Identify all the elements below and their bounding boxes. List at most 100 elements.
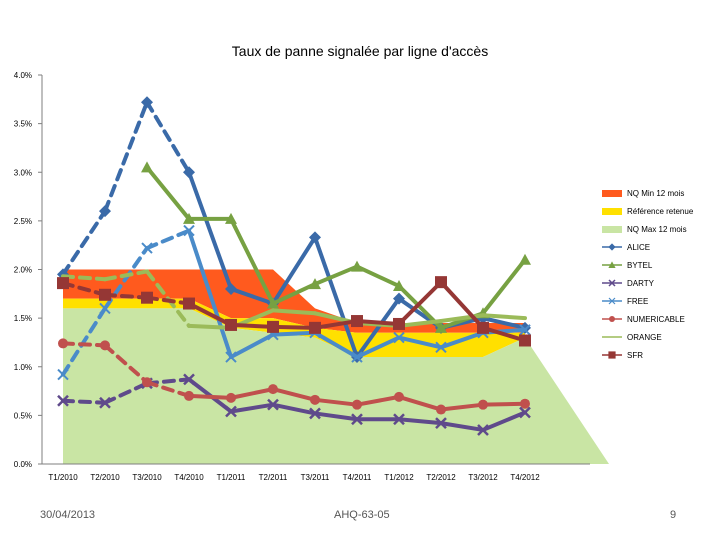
series-bytel-point	[435, 321, 447, 333]
series-alice-point	[309, 231, 321, 244]
series-free-segment	[103, 246, 149, 311]
series-alice-segment	[313, 235, 359, 360]
series-sfr-point	[351, 315, 363, 328]
series-bytel-segment	[355, 264, 401, 289]
legend-marker-free	[608, 297, 616, 305]
x-tick-label: T1/2010	[48, 473, 78, 482]
legend-marker-sfr	[608, 351, 616, 359]
series-numericable-segment	[61, 341, 107, 348]
series-sfr-point	[393, 317, 405, 330]
x-tick-label: T2/2010	[90, 473, 120, 482]
legend-label-reference-retenue: Référence retenue	[627, 207, 694, 216]
series-free-point	[519, 324, 531, 336]
series-alice-segment	[229, 286, 275, 306]
y-tick-label: 2.5%	[14, 217, 32, 226]
series-bytel-point	[351, 260, 363, 272]
series-darty-point	[309, 407, 321, 420]
footer-date: 30/04/2013	[40, 509, 96, 521]
legend-label-bytel: BYTEL	[627, 261, 653, 270]
series-free	[57, 224, 531, 381]
legend-label-free: FREE	[627, 297, 648, 306]
series-bytel-point	[267, 297, 279, 309]
series-free-segment	[397, 335, 443, 350]
page-number: 9	[670, 509, 677, 521]
series-free-segment	[313, 330, 359, 360]
legend-marker-alice	[608, 243, 616, 251]
series-darty-segment	[313, 411, 359, 422]
series-orange-segment	[187, 323, 233, 330]
series-bytel-segment	[313, 264, 359, 287]
legend-marker-numericable	[609, 316, 615, 322]
series-numericable-point	[100, 340, 110, 351]
series-sfr-segment	[397, 280, 443, 326]
series-sfr-point	[141, 291, 153, 304]
series-lines	[57, 96, 531, 436]
series-darty-point	[57, 394, 69, 407]
series-free-point	[393, 331, 405, 344]
series-numericable-segment	[397, 394, 443, 412]
series-numericable-segment	[271, 387, 317, 402]
series-orange-segment	[103, 269, 149, 282]
footer-reference: AHQ-63-05	[334, 509, 390, 521]
series-darty-point	[435, 417, 447, 430]
series-alice-point	[225, 282, 237, 295]
series-free-segment	[355, 335, 401, 360]
series-sfr-point	[225, 318, 237, 331]
series-darty-segment	[103, 381, 149, 405]
series-alice-segment	[481, 316, 527, 330]
series-alice-point	[183, 166, 195, 179]
series-orange-segment	[439, 313, 485, 324]
series-sfr-segment	[61, 281, 107, 297]
series-alice-point	[141, 96, 153, 109]
series-bytel-segment	[229, 216, 275, 306]
series-alice-segment	[271, 235, 317, 306]
series-sfr-segment	[187, 301, 233, 327]
series-darty-segment	[397, 417, 443, 426]
legend-label-alice: ALICE	[627, 243, 650, 252]
x-tick-label: T1/2011	[217, 473, 246, 482]
series-numericable-point	[394, 391, 404, 402]
series-free-point	[183, 224, 195, 237]
series-sfr-point	[519, 334, 531, 347]
y-tick-label: 3.5%	[14, 120, 32, 129]
series-numericable-segment	[145, 380, 191, 398]
series-free-segment	[61, 306, 107, 377]
y-tick-label: 0.5%	[14, 411, 32, 420]
series-sfr-segment	[313, 319, 359, 330]
series-numericable-segment	[355, 394, 401, 407]
series-free-point	[57, 368, 69, 381]
series-darty-point	[183, 373, 195, 386]
series-bytel-point	[393, 280, 405, 292]
legend-marker-bytel	[608, 261, 616, 268]
series-numericable-point	[436, 404, 446, 415]
series-free-segment	[481, 327, 527, 335]
axes: 0.0% 0.5% 1.0% 1.5% 2.0% 2.5% 3.0% 3.5% 4.0% T1/2…	[14, 71, 590, 482]
legend-label-sfr: SFR	[627, 351, 643, 360]
legend-swatch-nq-max-12-mois	[602, 226, 622, 233]
series-alice-segment	[355, 296, 401, 360]
series-darty	[57, 373, 531, 436]
series-sfr-segment	[229, 322, 275, 329]
series-free-segment	[187, 228, 233, 360]
series-numericable-segment	[103, 343, 149, 385]
series-numericable-point	[58, 338, 68, 349]
series-bytel-segment	[145, 165, 191, 221]
series-free-point	[351, 351, 363, 363]
series-sfr-segment	[103, 292, 149, 300]
series-numericable-point	[226, 392, 236, 403]
legend-label-nq-min-12-mois: NQ Min 12 mois	[627, 189, 684, 198]
x-tick-label: T4/2012	[510, 473, 540, 482]
series-bytel-point	[519, 253, 531, 265]
series-numericable-point	[268, 384, 278, 395]
series-numericable-segment	[229, 387, 275, 400]
series-sfr-point	[309, 321, 321, 334]
series-alice-segment	[61, 209, 107, 277]
x-tick-label: T1/2012	[384, 473, 414, 482]
x-tick-label: T3/2012	[468, 473, 498, 482]
series-sfr-point	[99, 288, 111, 301]
series-sfr-segment	[481, 325, 527, 343]
series-free-segment	[439, 330, 485, 350]
series-numericable-point	[310, 394, 320, 405]
legend-label-nq-max-12-mois: NQ Max 12 mois	[627, 225, 687, 234]
